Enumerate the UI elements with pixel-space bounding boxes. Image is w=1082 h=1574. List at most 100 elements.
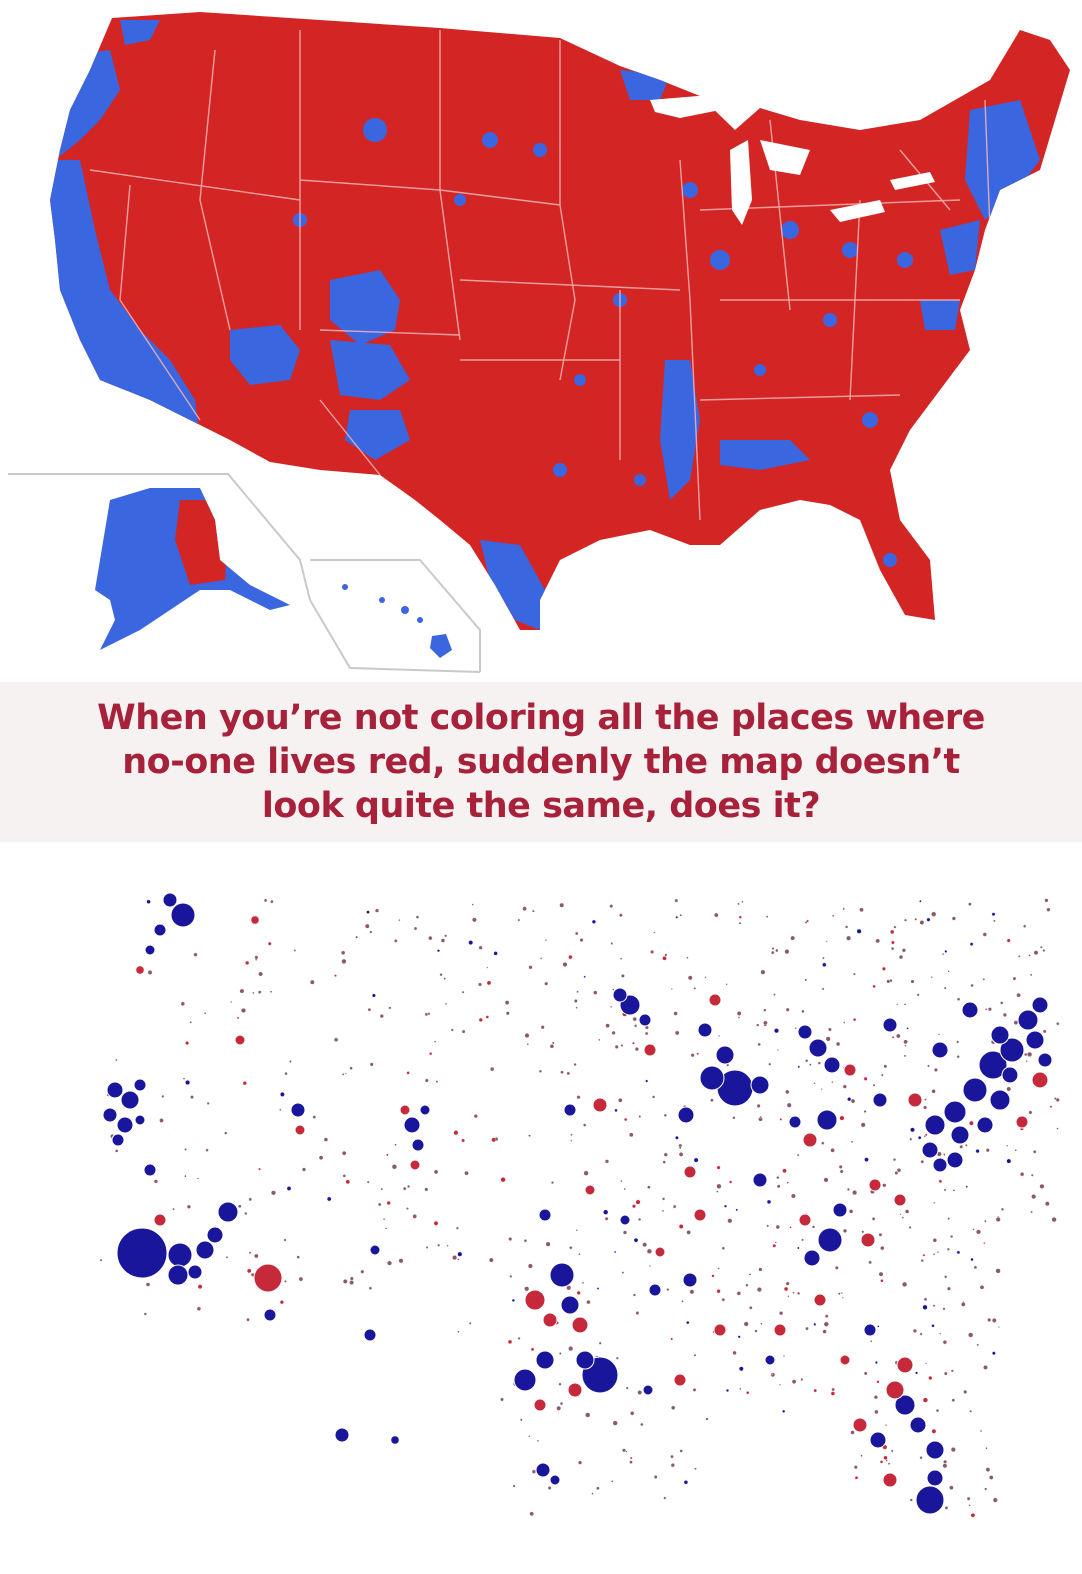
democrat-bubble — [894, 1394, 916, 1416]
democrat-bubble — [560, 1295, 580, 1315]
small-county-dot — [989, 1475, 994, 1480]
small-county-dot — [341, 1150, 347, 1156]
small-county-dot — [949, 1234, 954, 1239]
small-county-dot — [504, 1000, 510, 1005]
republican-bubble — [584, 1184, 596, 1196]
small-county-dot — [970, 983, 974, 988]
small-county-dot — [471, 903, 474, 906]
small-county-dot — [770, 1373, 773, 1376]
small-county-dot — [970, 1257, 974, 1262]
small-county-dot — [985, 1447, 988, 1450]
small-county-dot — [901, 1216, 905, 1219]
small-county-dot — [904, 918, 908, 922]
small-county-dot — [511, 1298, 515, 1302]
democrat-bubble — [882, 1017, 898, 1033]
democrat-bubble — [817, 1227, 843, 1253]
republican-bubble — [683, 1165, 697, 1179]
small-county-dot — [998, 1326, 1001, 1329]
small-county-dot — [991, 1317, 997, 1323]
small-county-dot — [992, 1351, 996, 1356]
small-county-dot — [984, 1219, 987, 1223]
small-county-dot — [1056, 1021, 1060, 1026]
small-county-dot — [926, 917, 931, 922]
inset-frame-lines — [8, 473, 481, 673]
small-county-dot — [609, 904, 614, 908]
small-county-dot — [349, 1276, 354, 1281]
small-county-dot — [184, 1147, 187, 1151]
republican-bubble — [813, 1293, 827, 1307]
small-county-dot — [779, 1117, 783, 1121]
small-county-dot — [640, 1422, 644, 1427]
small-county-dot — [933, 1201, 936, 1204]
small-county-dot — [573, 1062, 577, 1067]
small-county-dot — [583, 1170, 589, 1176]
small-county-dot — [898, 954, 904, 960]
small-county-dot — [412, 1214, 418, 1219]
small-county-dot — [507, 1339, 513, 1345]
democrat-bubble — [978, 1050, 1008, 1080]
small-county-dot — [596, 1287, 600, 1290]
small-county-dot — [951, 1398, 956, 1403]
republican-bubble — [1031, 1071, 1049, 1089]
democrat-bubble — [187, 1264, 203, 1280]
small-county-dot — [629, 1460, 633, 1464]
democrat-bubble — [872, 1092, 888, 1108]
small-county-dot — [452, 1255, 458, 1261]
small-county-dot — [766, 1224, 770, 1228]
small-county-dot — [693, 1353, 697, 1357]
small-county-dot — [890, 929, 895, 935]
small-county-dot — [333, 1037, 339, 1043]
small-county-dot — [366, 1180, 370, 1184]
democrat-bubble — [946, 1151, 964, 1169]
small-county-dot — [1013, 1020, 1019, 1025]
small-county-dot — [842, 1228, 848, 1233]
democrat-bubble — [808, 1038, 828, 1058]
small-county-dot — [879, 1460, 884, 1464]
small-county-dot — [1053, 1097, 1057, 1101]
small-county-dot — [923, 1297, 928, 1302]
small-county-dot — [969, 1120, 974, 1126]
small-county-dot — [947, 1217, 951, 1220]
small-county-dot — [823, 1177, 829, 1183]
small-county-dot — [286, 1186, 292, 1191]
democrat-bubble — [116, 1116, 134, 1134]
small-county-dot — [612, 1420, 618, 1426]
small-county-dot — [919, 920, 925, 925]
small-county-dot — [455, 1226, 459, 1230]
democrat-bubble — [750, 1075, 770, 1095]
small-county-dot — [341, 1073, 345, 1076]
small-county-dot — [1006, 1158, 1012, 1164]
small-county-dot — [394, 1143, 397, 1146]
small-county-dot — [609, 1005, 613, 1008]
small-county-dot — [896, 1033, 901, 1039]
small-county-dot — [621, 974, 625, 978]
small-county-dot — [856, 928, 862, 934]
small-county-dot — [581, 1281, 585, 1284]
democrat-bubble — [170, 902, 196, 928]
small-county-dot — [968, 1332, 974, 1338]
small-county-dot — [379, 1014, 384, 1019]
small-county-dot — [461, 990, 465, 994]
small-county-dot — [968, 902, 972, 906]
small-county-dot — [871, 1217, 876, 1221]
small-county-dot — [527, 1263, 533, 1269]
small-county-dot — [789, 1226, 792, 1229]
small-county-dot — [180, 1001, 186, 1007]
small-county-dot — [1025, 1060, 1028, 1063]
small-county-dot — [727, 1218, 733, 1224]
small-county-dot — [1019, 1172, 1025, 1177]
small-county-dot — [147, 970, 153, 975]
caption-line-2: no-one lives red, suddenly the map doesn… — [122, 742, 960, 782]
small-county-dot — [704, 976, 707, 979]
small-county-dot — [739, 1387, 742, 1391]
bubble-layer — [99, 892, 1060, 1518]
small-county-dot — [840, 1292, 843, 1295]
small-county-dot — [1044, 898, 1049, 903]
democrat-bubble — [143, 1163, 157, 1177]
small-county-dot — [995, 1217, 1001, 1223]
democrat-bubble — [1025, 1030, 1045, 1050]
state-borders — [89, 30, 991, 521]
democrat-bubble — [290, 1102, 306, 1118]
small-county-dot — [801, 1238, 804, 1242]
small-county-dot — [661, 1209, 665, 1213]
